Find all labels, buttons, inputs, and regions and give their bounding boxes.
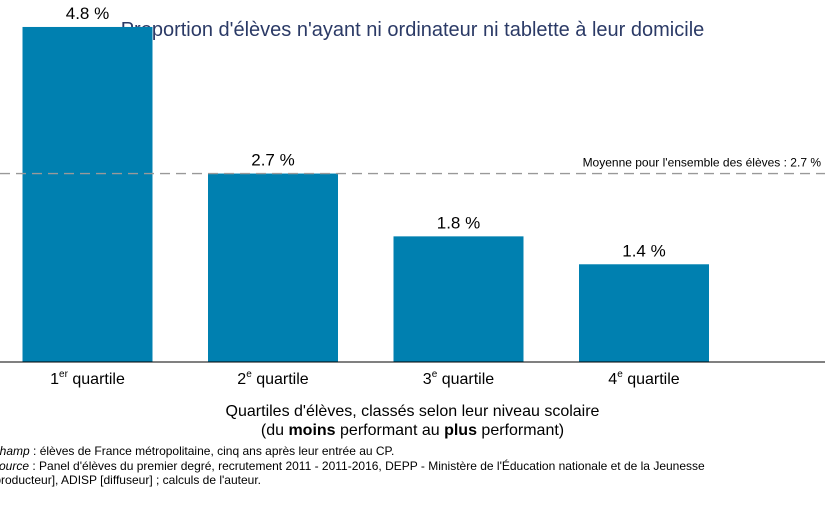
bars-layer: 4.8 % 2.7 % 1.8 % 1.4 % — [22, 4, 709, 363]
x-axis-title-mid: performant au — [335, 422, 445, 439]
bar-value-label-3: 1.8 % — [437, 213, 480, 232]
x-axis-title-bold-plus: plus — [444, 422, 477, 439]
bar-3 — [393, 236, 524, 362]
footnote-champ-text: : élèves de France métropolitaine, cinq … — [29, 444, 395, 458]
footnote-source-continued: [producteur], ADISP [diffuseur] ; calcul… — [0, 473, 261, 487]
x-tick-label-2: 2e quartile — [237, 369, 308, 388]
x-tick-label-3: 3e quartile — [423, 369, 494, 388]
footnote-champ-key: Champ — [0, 444, 30, 458]
x-axis-title-line2: (du moins performant au plus performant) — [0, 421, 825, 440]
tick-superscript: er — [59, 369, 69, 380]
x-axis-title-bold-moins: moins — [288, 422, 336, 439]
tick-number: 4 — [608, 371, 617, 388]
tick-superscript: e — [432, 369, 438, 380]
x-axis-title-prefix: (du — [260, 422, 289, 439]
tick-word: quartile — [252, 371, 309, 388]
x-axis-title-suffix: performant) — [476, 422, 565, 439]
x-axis-title-line1: Quartiles d'élèves, classés selon leur n… — [225, 403, 600, 420]
footnotes: Champ : élèves de France métropolitaine,… — [0, 444, 825, 488]
tick-word: quartile — [623, 371, 680, 388]
bar-value-label-2: 2.7 % — [251, 151, 294, 170]
tick-number: 3 — [423, 371, 432, 388]
footnote-source: Source : Panel d'élèves du premier degré… — [0, 459, 825, 474]
x-tick-label-4: 4e quartile — [608, 369, 679, 388]
footnote-champ: Champ : élèves de France métropolitaine,… — [0, 444, 825, 459]
bar-chart: 4.8 % 2.7 % 1.8 % 1.4 % Moyenne pour l'ense… — [0, 4, 825, 388]
chart-title: Proportion d'élèves n'ayant ni ordinateu… — [120, 19, 705, 41]
tick-number: 2 — [237, 371, 246, 388]
footnote-source-key: Source — [0, 458, 30, 473]
x-axis-title: Quartiles d'élèves, classés selon leur n… — [0, 402, 825, 440]
tick-superscript: e — [246, 369, 252, 380]
reference-layer: Moyenne pour l'ensemble des élèves : 2.7… — [0, 156, 825, 175]
tick-superscript: e — [617, 369, 623, 380]
bar-2 — [208, 173, 338, 362]
bar-1 — [22, 26, 153, 363]
tick-labels-layer: 1er quartile 2e quartile 3e quartile 4e qua… — [50, 369, 680, 388]
x-tick-label-1: 1er quartile — [50, 369, 125, 388]
tick-word: quartile — [437, 371, 494, 388]
average-reference-label: Moyenne pour l'ensemble des élèves : 2.7… — [583, 156, 822, 170]
bar-value-label-4: 1.4 % — [622, 241, 665, 260]
bar-4 — [579, 264, 709, 362]
tick-word: quartile — [68, 371, 125, 388]
footnote-source-text: : Panel d'élèves du premier degré, recru… — [29, 458, 705, 473]
bar-value-label-1: 4.8 % — [66, 4, 109, 23]
tick-number: 1 — [50, 371, 59, 388]
